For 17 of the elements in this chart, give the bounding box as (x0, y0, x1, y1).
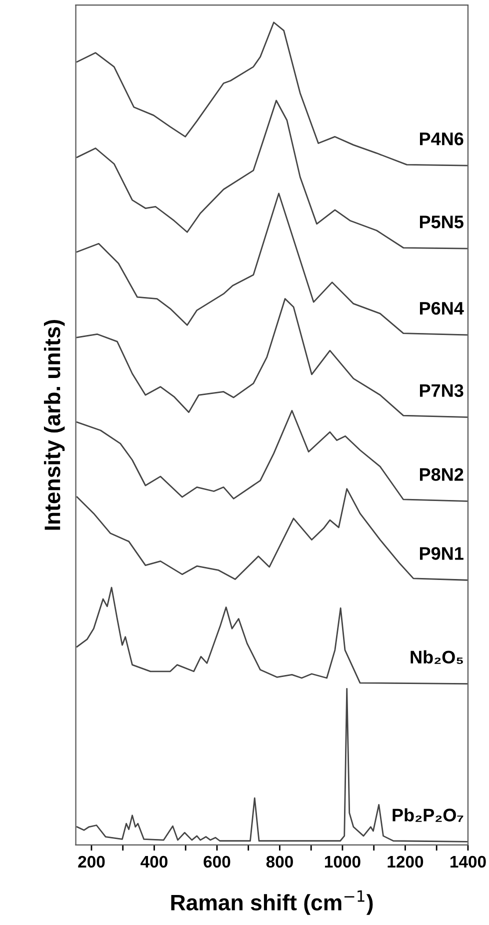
series-label: P5N5 (420, 216, 464, 228)
x-tick-label: 1200 (388, 856, 424, 868)
series-label: P7N3 (420, 384, 464, 398)
x-axis-title: Raman shift (cm$^{−1}$) (171, 890, 373, 915)
x-tick-label: 600 (204, 856, 230, 868)
series-label: P9N1 (420, 547, 464, 560)
series-label: Pb₂P₂O₇ (392, 808, 464, 822)
series-label: P6N4 (420, 302, 464, 315)
series-label: P8N2 (420, 468, 464, 481)
x-tick-label: 200 (78, 856, 105, 868)
y-axis-title: Intensity (arb. units) (44, 320, 65, 530)
x-tick-label: 400 (140, 856, 168, 868)
x-tick-label: 1400 (450, 856, 486, 868)
x-tick-label: 1000 (324, 856, 360, 868)
x-tick-label: 800 (266, 856, 293, 868)
series-label: P4N6 (420, 132, 464, 146)
series-label: Nb₂O₅ (410, 650, 463, 664)
